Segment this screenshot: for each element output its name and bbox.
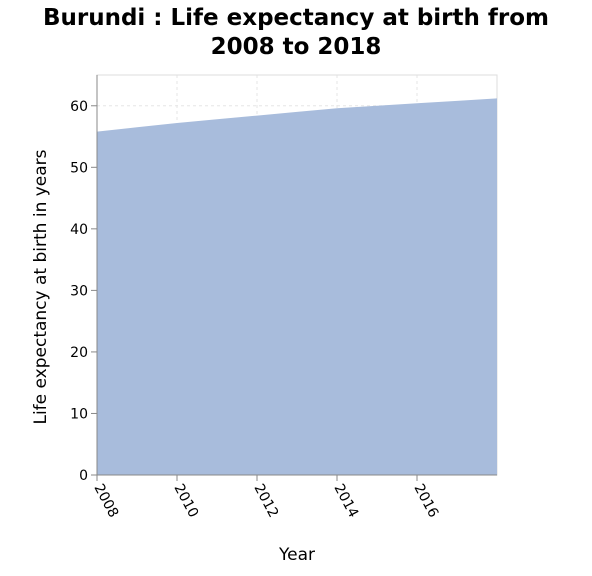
x-tick-label-0: 2008 [90, 481, 121, 520]
y-tick-label-1: 10 [70, 406, 88, 422]
chart-title: Burundi : Life expectancy at birth from … [0, 4, 592, 62]
chart-title-line-2: 2008 to 2018 [210, 34, 382, 60]
x-tick-label-1: 2010 [170, 481, 201, 520]
y-tick-label-5: 50 [70, 160, 88, 176]
y-tick-label-4: 40 [70, 222, 88, 238]
life-expectancy-area [97, 98, 497, 475]
chart-title-line-1: Burundi : Life expectancy at birth from [42, 5, 550, 31]
x-tick-label-2: 2012 [250, 481, 281, 520]
y-tick-label-6: 60 [70, 99, 88, 115]
x-tick-label-3: 2014 [330, 481, 361, 520]
x-tick-label-4: 2016 [410, 481, 441, 520]
x-axis-title: Year [278, 545, 315, 565]
y-tick-label-3: 30 [70, 283, 88, 299]
data-area-layer [97, 98, 497, 475]
y-axis-title: Life expectancy at birth in years [31, 149, 51, 424]
y-tick-label-2: 20 [70, 345, 88, 361]
y-tick-label-0: 0 [79, 468, 88, 484]
